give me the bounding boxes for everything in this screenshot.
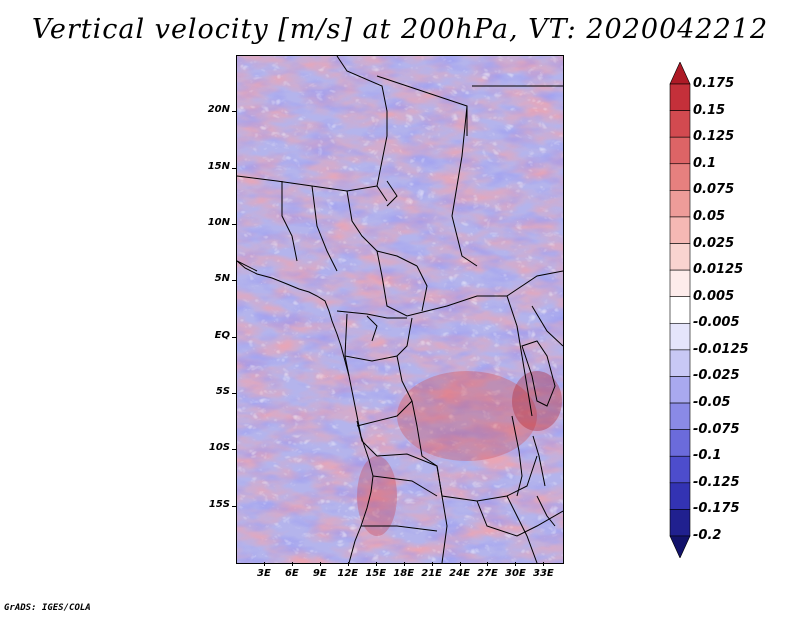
colorbar-top-triangle <box>669 62 691 85</box>
convection-red-area-3 <box>357 456 397 536</box>
lon-tick-mark <box>347 562 349 566</box>
colorbar-level-label: -0.075 <box>693 421 740 437</box>
colorbar-box <box>669 243 691 271</box>
lon-tick-mark <box>459 562 461 566</box>
lat-tick-label: 10N <box>207 217 230 228</box>
colorbar-level-label: 0.125 <box>693 129 735 145</box>
colorbar-level-label: -0.2 <box>693 528 722 543</box>
colorbar-box <box>669 349 691 377</box>
colorbar-level-label: -0.0125 <box>693 341 749 357</box>
colorbar-box <box>669 509 691 537</box>
lon-tick-label: 12E <box>337 568 359 579</box>
lat-tick-label: EQ <box>214 329 230 341</box>
lon-tick-mark <box>431 562 433 566</box>
lat-tick-label: 20N <box>207 104 230 116</box>
colorbar-level-label: 0.025 <box>693 235 735 251</box>
lon-tick-label: 18E <box>393 568 415 579</box>
lat-tick-label: 15N <box>207 160 230 172</box>
lon-tick-label: 27E <box>477 568 498 579</box>
colorbar-level-label: 0.075 <box>693 182 735 198</box>
colorbar-box <box>669 376 691 404</box>
colorbar-box <box>669 136 691 165</box>
colorbar-box <box>669 190 691 218</box>
colorbar-level-label: 0.15 <box>693 102 726 118</box>
colorbar-level-label: -0.05 <box>693 395 731 411</box>
lon-tick-mark <box>515 562 517 566</box>
lon-tick-label: 33E <box>532 568 554 579</box>
lon-tick-mark <box>543 562 545 566</box>
lon-tick-label: 9E <box>312 568 327 579</box>
colorbar-level-label: 0.0125 <box>693 262 744 278</box>
colorbar-level-label: 0.175 <box>693 76 735 91</box>
lat-tick-mark <box>232 224 236 225</box>
colorbar <box>669 62 691 558</box>
colorbar-level-label: 0.005 <box>693 288 735 304</box>
lon-tick-mark <box>263 562 265 566</box>
lat-tick-label: 10S <box>208 442 230 454</box>
lon-tick-label: 30E <box>505 568 526 579</box>
colorbar-box <box>669 269 691 298</box>
map-plot-area <box>236 55 564 564</box>
lon-tick-label: 15E <box>365 568 387 579</box>
map-title: Vertical velocity [m/s] at 200hPa, VT: 2… <box>31 14 769 45</box>
lat-tick-mark <box>232 280 236 282</box>
lat-tick-mark <box>232 449 236 451</box>
lat-tick-label: 15S <box>208 498 230 510</box>
colorbar-bottom-triangle <box>669 535 691 558</box>
lon-tick-mark <box>487 562 489 566</box>
colorbar-box <box>669 296 691 324</box>
colorbar-box <box>669 83 691 111</box>
lat-tick-label: 5N <box>214 273 230 285</box>
colorbar-box <box>669 110 691 138</box>
lon-tick-label: 21E <box>421 568 442 579</box>
colorbar-level-label: -0.025 <box>693 368 740 384</box>
lon-tick-label: 24E <box>449 568 470 579</box>
colorbar-box <box>669 163 691 191</box>
lon-tick-mark <box>375 562 377 566</box>
colorbar-level-label: 0.05 <box>693 208 726 224</box>
colorbar-level-label: -0.125 <box>693 474 740 490</box>
colorbar-box <box>669 216 691 244</box>
field-white-noise <box>237 56 563 563</box>
lat-tick-mark <box>232 167 236 169</box>
lon-tick-label: 3E <box>257 568 271 579</box>
colorbar-box <box>669 482 691 510</box>
country-borders <box>237 56 563 563</box>
lat-tick-mark <box>232 393 236 394</box>
lat-tick-label: 5S <box>215 386 230 397</box>
colorbar-box <box>669 322 691 351</box>
lat-tick-mark <box>232 111 236 113</box>
colorbar-level-label: -0.005 <box>693 315 740 331</box>
grads-credit: GrADS: IGES/COLA <box>4 603 91 613</box>
convection-red-area <box>397 371 537 461</box>
lon-tick-label: 6E <box>284 568 299 579</box>
lon-tick-mark <box>291 562 293 566</box>
lon-tick-mark <box>319 562 321 566</box>
lon-tick-mark <box>403 562 405 566</box>
lat-tick-mark <box>232 336 236 338</box>
colorbar-box <box>669 402 691 430</box>
colorbar-box <box>669 455 691 484</box>
colorbar-level-label: 0.1 <box>693 155 717 171</box>
colorbar-level-label: -0.175 <box>693 501 740 517</box>
lat-tick-mark <box>232 505 236 507</box>
colorbar-level-label: -0.1 <box>693 448 722 464</box>
colorbar-box <box>669 429 691 457</box>
